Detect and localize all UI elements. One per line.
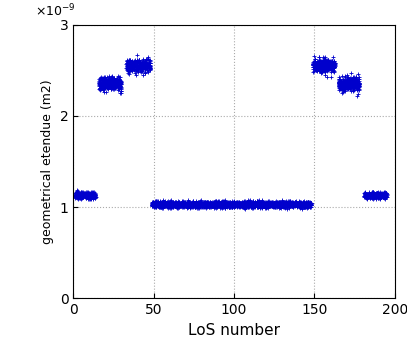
Y-axis label: geometrical etendue (m2): geometrical etendue (m2)	[41, 79, 54, 244]
X-axis label: LoS number: LoS number	[188, 323, 280, 338]
Text: $\times 10^{-9}$: $\times 10^{-9}$	[35, 2, 75, 19]
